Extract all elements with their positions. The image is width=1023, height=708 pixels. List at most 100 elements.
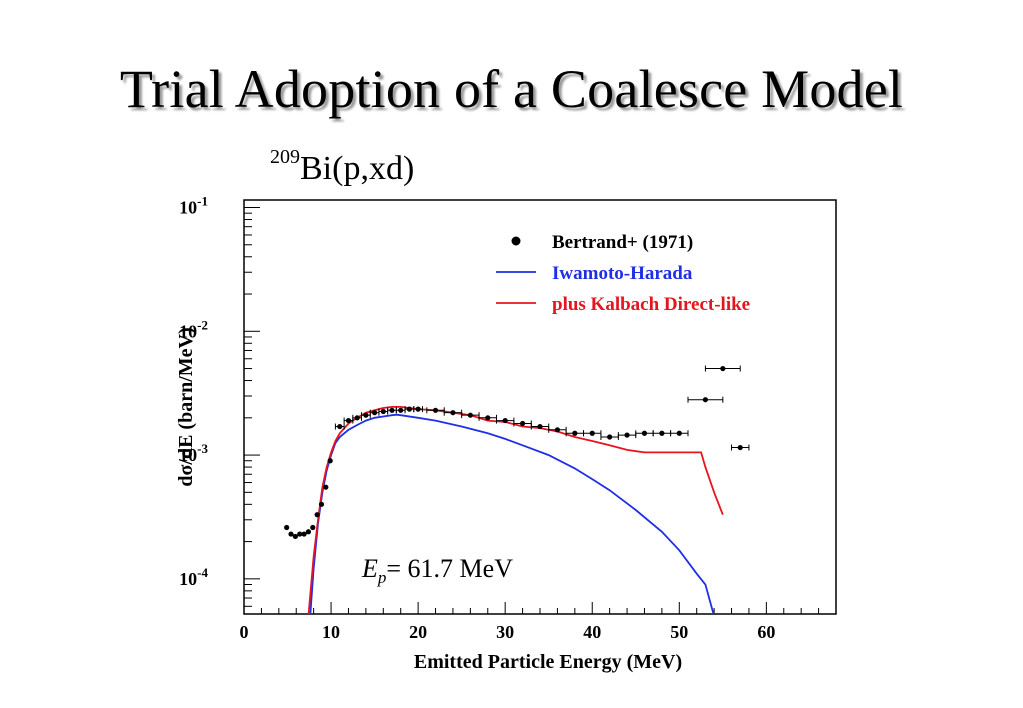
point-marker — [398, 407, 404, 413]
data-point — [652, 430, 672, 437]
point-marker — [406, 406, 413, 412]
data-point — [426, 407, 445, 414]
point-marker — [737, 444, 743, 451]
data-point — [548, 426, 567, 433]
data-point — [327, 458, 333, 464]
point-marker — [702, 397, 709, 403]
data-point — [297, 531, 303, 537]
point-marker — [502, 417, 508, 424]
data-point — [670, 430, 689, 437]
point-marker — [537, 423, 543, 430]
x-tick-label: 60 — [757, 622, 775, 642]
legend-item: Iwamoto-Harada — [496, 263, 693, 284]
y-axis-title: dσ/dE (barn/MeV) — [175, 327, 197, 486]
legend-item: plus Kalbach Direct-like — [496, 294, 750, 315]
point-marker — [363, 412, 369, 418]
slide-title: Trial Adoption of a Coalesce Model — [119, 59, 904, 119]
x-tick-label: 0 — [240, 622, 249, 642]
data-point — [284, 524, 290, 531]
legend-marker — [511, 236, 521, 246]
data-point — [288, 531, 294, 537]
data-point — [318, 501, 325, 507]
data-point — [395, 407, 406, 414]
x-tick-label: 50 — [670, 622, 688, 642]
point-marker — [354, 415, 360, 421]
x-axis-title: Emitted Particle Energy (MeV) — [414, 651, 682, 673]
data-point — [530, 423, 550, 430]
point-marker — [485, 415, 491, 421]
y-tick-label: 10-3 — [179, 441, 208, 465]
legend-label: Bertrand+ (1971) — [552, 232, 693, 253]
point-marker — [371, 410, 378, 416]
point-marker — [297, 531, 303, 537]
point-marker — [589, 430, 595, 436]
data-point — [310, 524, 316, 531]
data-point — [314, 512, 320, 518]
point-marker — [659, 430, 665, 436]
plot-frame — [243, 199, 837, 615]
legend-label: plus Kalbach Direct-like — [552, 294, 750, 315]
chart-title-superscript: 209 — [270, 146, 300, 168]
point-marker — [380, 408, 386, 415]
series-line — [309, 413, 715, 614]
axis-labels: 0 10 20 30 40 50 60 10-1 10-2 10-3 10-4 Emitted Par… — [175, 194, 775, 673]
data-point — [583, 430, 602, 437]
point-marker — [676, 430, 682, 436]
point-marker — [292, 533, 298, 540]
data-point — [323, 484, 329, 490]
data-point — [292, 533, 298, 540]
data-point — [301, 531, 307, 537]
point-marker — [288, 531, 294, 537]
point-marker — [572, 430, 578, 436]
point-marker — [284, 524, 290, 531]
data-point — [635, 430, 654, 437]
data-point — [617, 432, 637, 439]
point-marker — [337, 423, 343, 430]
data-point — [343, 417, 354, 424]
data-point — [413, 406, 423, 413]
point-marker — [301, 531, 307, 537]
y-tick-label: 10-1 — [179, 194, 208, 218]
chart-title-main: Bi(p,xd) — [300, 150, 415, 187]
point-marker — [641, 430, 648, 436]
point-marker — [432, 407, 439, 413]
point-marker — [450, 410, 456, 416]
point-marker — [467, 412, 473, 418]
point-marker — [310, 524, 316, 531]
point-marker — [720, 365, 726, 372]
data-point — [478, 414, 497, 421]
x-tick-label: 10 — [322, 622, 340, 642]
point-marker — [323, 484, 329, 490]
data-point — [361, 412, 371, 419]
data-point — [443, 409, 463, 416]
legend-item: Bertrand+ (1971) — [511, 232, 693, 253]
series-layer — [284, 365, 750, 614]
point-marker — [345, 417, 352, 424]
series-line — [307, 405, 724, 614]
legend-label: Iwamoto-Harada — [552, 263, 693, 284]
point-marker — [389, 407, 395, 413]
point-marker — [318, 501, 325, 507]
point-marker — [624, 432, 630, 438]
point-marker — [314, 512, 320, 518]
data-point — [600, 433, 619, 440]
data-point — [513, 420, 532, 427]
chart-title: 209Bi(p,xd) — [270, 146, 415, 188]
y-tick-label: 10-4 — [179, 565, 208, 589]
data-point — [461, 412, 480, 419]
data-point — [387, 407, 397, 414]
point-marker — [305, 529, 312, 535]
y-tick-label: 10-2 — [179, 317, 208, 341]
energy-annotation: Ep= 61.7 MeV — [361, 554, 513, 587]
x-tick-label: 20 — [409, 622, 427, 642]
data-point — [687, 396, 724, 403]
x-tick-label: 30 — [496, 622, 514, 642]
data-point — [305, 529, 312, 535]
point-marker — [554, 427, 561, 433]
data-point — [731, 444, 750, 451]
plot-area — [307, 405, 724, 614]
data-point — [334, 423, 345, 430]
point-marker — [519, 420, 526, 427]
axis-ticks — [243, 207, 820, 614]
